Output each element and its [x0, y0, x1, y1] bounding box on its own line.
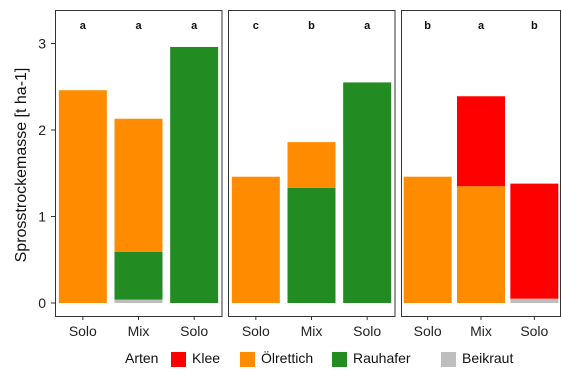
legend-label: Rauhafer [353, 350, 411, 366]
panel-2: c Solo b Mix a Solo [228, 10, 396, 339]
legend: Arten Klee Ölrettich Rauhafer Beikraut [125, 349, 513, 367]
legend-swatch [332, 352, 347, 367]
bar-segment-rauhafer [114, 251, 163, 300]
significance-letter: a [191, 20, 198, 32]
panel-3: b Solo a Mix b Solo [401, 10, 561, 339]
legend-label: Beikraut [462, 350, 513, 366]
significance-letter: a [364, 20, 371, 32]
significance-letter: c [253, 20, 259, 32]
x-tick-label: Mix [128, 323, 150, 339]
x-tick-label: Solo [353, 323, 381, 339]
bar-segment-ölrettich [114, 118, 163, 252]
significance-letter: a [135, 20, 142, 32]
x-tick-label: Mix [301, 323, 323, 339]
bar-segment-ölrettich [457, 186, 505, 303]
legend-swatch [240, 352, 255, 367]
bar-segment-klee [457, 96, 505, 187]
panel-1: a Solo a Mix a Solo [55, 10, 223, 339]
legend-item-klee: Klee [171, 350, 220, 367]
x-tick-label: Solo [242, 323, 270, 339]
y-tick-label: 1 [38, 209, 46, 225]
significance-letter: a [478, 20, 485, 32]
significance-letter: b [424, 20, 431, 32]
bar-segment-ölrettich [287, 142, 336, 188]
significance-letter: a [80, 20, 87, 32]
legend-item-ölrettich: Ölrettich [240, 349, 313, 367]
y-axis-label: Sprosstrockemasse [t ha-1] [13, 68, 30, 263]
legend-item-rauhafer: Rauhafer [332, 350, 411, 367]
bar-segment-rauhafer [170, 46, 219, 304]
x-tick-label: Solo [180, 323, 208, 339]
y-tick-label: 3 [38, 36, 46, 52]
legend-label: Ölrettich [261, 349, 313, 366]
x-tick-label: Mix [470, 323, 492, 339]
panel-border [55, 10, 223, 317]
panel-border [228, 10, 396, 317]
legend-swatch [171, 352, 186, 367]
bar-segment-rauhafer [343, 82, 392, 303]
bar-segment-ölrettich [403, 176, 452, 303]
x-tick-label: Solo [414, 323, 442, 339]
bar-segment-beikraut [510, 298, 559, 303]
y-tick-label: 2 [38, 122, 46, 138]
bar-segment-klee [510, 183, 559, 299]
legend-title: Arten [125, 350, 158, 366]
bar-segment-rauhafer [287, 187, 336, 303]
legend-swatch [441, 352, 456, 367]
panels-layer: a Solo a Mix a Solo c Solo b Mix a Solo b Solo a Mix b So… [55, 10, 561, 339]
significance-letter: b [308, 20, 315, 32]
legend-label: Klee [192, 350, 220, 366]
bar-segment-beikraut [114, 299, 163, 303]
legend-item-beikraut: Beikraut [441, 350, 513, 367]
x-tick-label: Solo [520, 323, 548, 339]
bar-segment-ölrettich [231, 176, 280, 303]
y-axis: 0 1 2 3 [38, 36, 55, 311]
x-tick-label: Solo [69, 323, 97, 339]
y-tick-label: 0 [38, 295, 46, 311]
bar-segment-ölrettich [58, 90, 107, 304]
significance-letter: b [531, 20, 538, 32]
